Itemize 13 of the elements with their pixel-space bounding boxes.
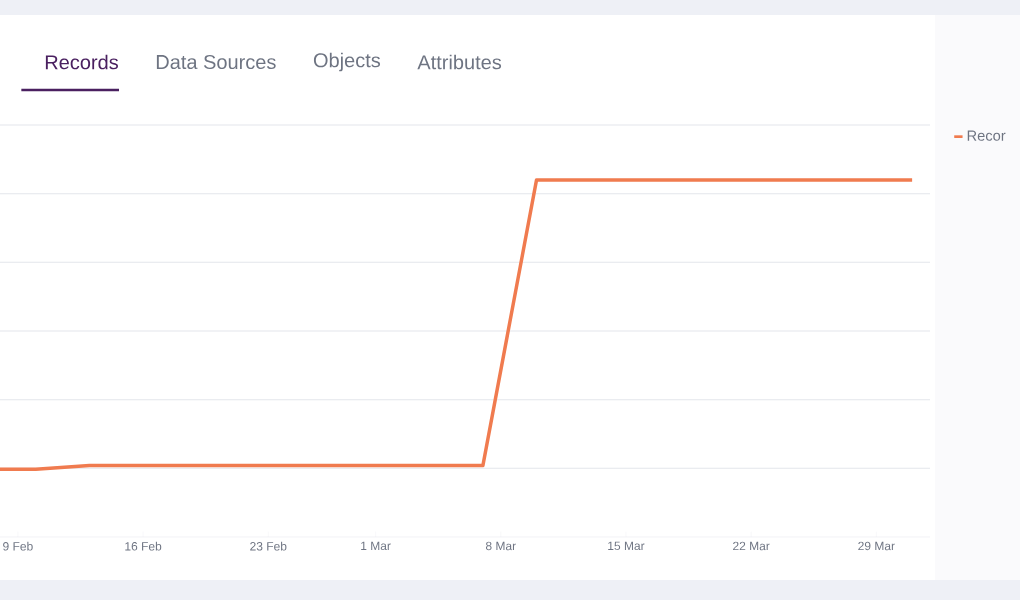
legend-label: Recor xyxy=(967,130,1006,141)
x-tick-label: 9 Feb xyxy=(3,541,33,551)
x-tick-label: 29 Mar xyxy=(858,541,895,551)
x-tick-label: 8 Mar xyxy=(485,541,516,551)
text: Records xyxy=(45,54,118,70)
x-tick-label: 1 Mar xyxy=(361,541,391,551)
text: Data Sources xyxy=(156,54,276,70)
x-tick-label: 16 Feb xyxy=(125,541,162,551)
text: Objects xyxy=(313,52,381,72)
x-tick-label: 23 Feb xyxy=(250,541,287,551)
x-tick-label: 22 Mar xyxy=(733,541,770,551)
text: Attributes xyxy=(417,54,502,70)
x-tick-label: 15 Mar xyxy=(608,541,645,551)
